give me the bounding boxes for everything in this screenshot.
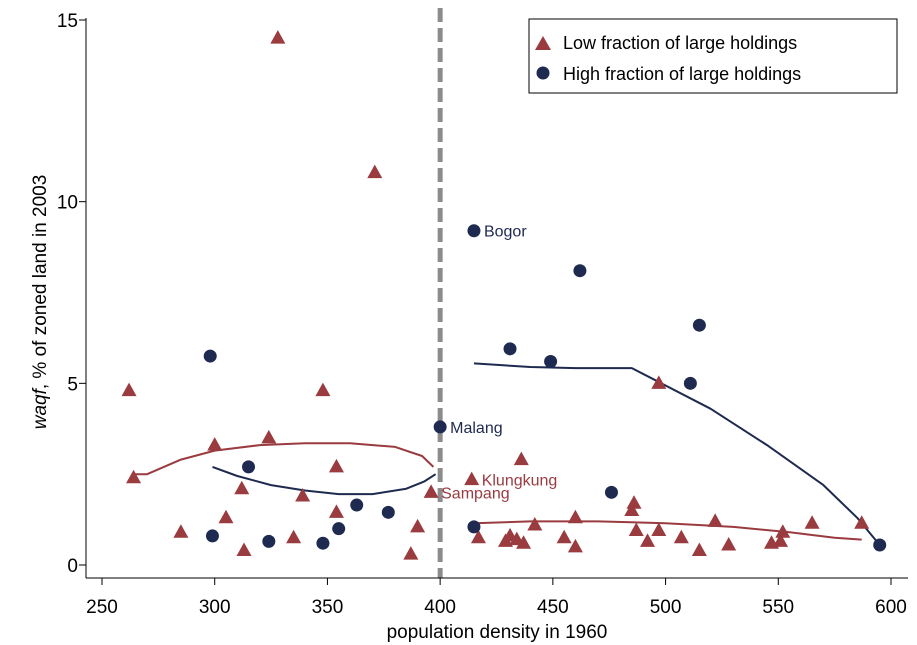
data-point-low — [261, 429, 277, 444]
x-tick-label: 500 — [650, 597, 682, 618]
point-annotation: Sampang — [441, 485, 510, 502]
data-point-low — [286, 529, 302, 544]
legend: Low fraction of large holdings High frac… — [528, 18, 898, 94]
fit-line — [133, 442, 435, 476]
data-point-high — [873, 538, 887, 552]
data-point-low — [126, 469, 142, 484]
data-point-high — [203, 349, 217, 363]
data-point-high — [503, 342, 517, 356]
x-tick-label: 250 — [86, 597, 118, 618]
data-point-low — [121, 382, 137, 397]
legend-marker-high — [536, 66, 550, 80]
data-point-high — [262, 534, 276, 548]
data-point-low — [328, 504, 344, 518]
legend-marker-low — [535, 36, 551, 50]
data-point-low — [403, 546, 419, 560]
x-axis-label: population density in 1960 — [387, 622, 608, 643]
data-point-low — [295, 487, 311, 502]
data-point-low — [470, 529, 486, 544]
data-point-low — [567, 509, 583, 524]
data-point-low — [516, 535, 532, 549]
legend-label-high: High fraction of large holdings — [563, 64, 801, 84]
data-point-low — [513, 451, 529, 466]
x-tick-label: 400 — [424, 597, 456, 618]
data-point-low — [640, 533, 656, 547]
legend-box — [528, 18, 898, 94]
y-tick-label: 0 — [67, 556, 78, 577]
x-tick-label: 600 — [875, 597, 907, 618]
x-tick-label: 350 — [312, 597, 344, 618]
x-tick-label: 450 — [537, 597, 569, 618]
data-point-low — [854, 515, 870, 529]
data-point-low — [721, 537, 737, 551]
data-point-high — [544, 355, 558, 369]
point-annotation: Klungkung — [482, 473, 558, 490]
data-point-high — [573, 264, 587, 278]
data-point-low — [527, 517, 543, 531]
data-point-high — [350, 498, 364, 512]
axes-layer: 250 300 350 400 450 500 550 600 0 5 10 15 — [57, 11, 908, 618]
data-point-high — [692, 318, 706, 332]
data-point-low — [464, 471, 480, 486]
data-point-high — [205, 529, 219, 543]
data-point-low — [775, 524, 791, 538]
data-point-low — [218, 509, 234, 524]
data-point-low — [315, 382, 331, 397]
data-point-low — [773, 533, 789, 547]
data-point-high — [316, 536, 330, 550]
data-point-low — [234, 480, 250, 495]
y-tick-label: 15 — [57, 11, 78, 32]
data-point-low — [410, 518, 426, 533]
y-axis-label-rest: , % of zoned land in 2003 — [30, 175, 51, 389]
data-point-high — [467, 224, 481, 238]
points-layer — [121, 30, 887, 560]
data-point-low — [556, 529, 572, 544]
data-point-high — [242, 460, 256, 474]
y-axis-label: waqf, % of zoned land in 2003 — [30, 175, 51, 430]
data-point-low — [367, 164, 383, 179]
fit-line — [212, 465, 437, 496]
data-point-low — [328, 458, 344, 473]
data-point-low — [207, 437, 223, 451]
data-point-high — [381, 505, 395, 519]
point-annotation: Malang — [450, 420, 502, 437]
data-point-low — [691, 542, 707, 556]
data-point-high — [332, 522, 346, 536]
y-axis-label-italic: waqf — [30, 387, 51, 429]
data-point-low — [651, 375, 667, 389]
x-tick-label: 550 — [762, 597, 794, 618]
y-tick-label: 10 — [57, 193, 78, 214]
data-point-low — [624, 502, 640, 516]
data-point-low — [651, 522, 667, 536]
data-point-high — [433, 420, 447, 434]
data-point-low — [707, 513, 723, 527]
fit-lines-layer — [133, 362, 881, 546]
data-point-low — [626, 495, 642, 509]
data-point-high — [683, 376, 697, 390]
data-point-high — [467, 520, 481, 534]
legend-label-low: Low fraction of large holdings — [563, 33, 797, 53]
x-tick-label: 300 — [199, 597, 231, 618]
data-point-low — [236, 542, 252, 556]
point-annotation: Bogor — [484, 224, 527, 241]
data-point-low — [628, 522, 644, 536]
fit-line — [473, 520, 862, 541]
y-tick-label: 5 — [67, 374, 78, 395]
data-point-high — [604, 485, 618, 499]
data-point-low — [804, 515, 820, 529]
data-point-low — [173, 524, 189, 538]
data-point-low — [673, 529, 689, 544]
data-point-low — [423, 484, 439, 498]
data-point-low — [567, 538, 583, 553]
data-point-low — [270, 30, 286, 44]
